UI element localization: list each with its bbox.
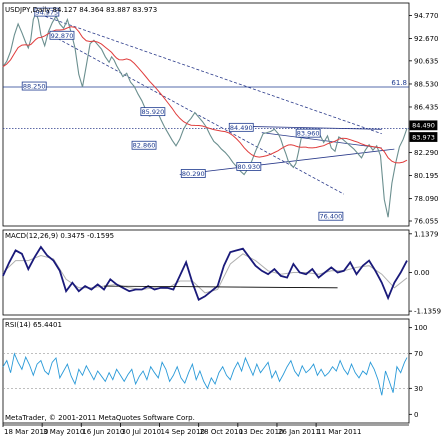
price-point-label-box	[228, 122, 254, 132]
price-point-label-box	[140, 107, 166, 117]
upper-channel-dashed-line	[35, 12, 382, 135]
price-point-label-box	[318, 211, 344, 221]
price-y-tick-label: 92.670	[414, 35, 439, 43]
current-price-tag	[409, 132, 438, 142]
current-price-tag	[409, 120, 438, 131]
price-point-label-box	[236, 162, 262, 171]
rsi-y-tick-label: 100	[414, 324, 427, 332]
x-tick-label: 3 May 2010	[43, 428, 84, 436]
macd-y-tick-label: -1.1359	[414, 308, 441, 316]
price-y-tick-label: 94.770	[414, 12, 439, 20]
x-tick-label: 14 Sep 2010	[161, 428, 205, 436]
price-point-label: 80.290	[182, 170, 205, 178]
price-point-label: 82.860	[133, 142, 156, 150]
lower-channel-dashed-line	[53, 35, 345, 195]
price-point-label-box	[49, 30, 75, 40]
price-y-tick-label: 90.635	[414, 57, 439, 65]
price-point-label: 85.920	[142, 108, 165, 116]
price-point-label-box	[131, 140, 157, 150]
price-point-label-box	[34, 7, 60, 17]
rsi-y-tick-label: 30	[414, 385, 423, 393]
watermark: MetaTrader, © 2001-2011 MetaQuotes Softw…	[5, 414, 195, 422]
price-y-tick-label: 82.290	[414, 149, 439, 157]
rsi-panel	[2, 318, 410, 424]
price-y-tick-label: 76.055	[414, 218, 439, 226]
rsi-y-tick-label: 70	[414, 350, 423, 358]
price-chart-title: USDJPY,Daily 84.127 84.364 83.887 83.973	[5, 6, 157, 14]
x-tick-label: 13 Dec 2010	[239, 428, 284, 436]
macd-main-line	[2, 245, 408, 301]
price-y-tick-label: 80.195	[414, 172, 439, 180]
rsi-y-tick-label: 0	[414, 411, 418, 419]
price-point-label: 92.870	[51, 32, 74, 40]
rsi-title: RSI(14) 65.4401	[5, 321, 62, 329]
price-point-label: 88.250	[23, 83, 46, 91]
price-point-label-box	[21, 81, 47, 91]
price-point-label: 80.930	[237, 163, 260, 171]
price-point-label: 84.490	[230, 124, 253, 132]
macd-y-tick-label: 1.1379	[414, 230, 439, 238]
macd-title: MACD(12,26,9) 0.3475 -0.1595	[5, 232, 114, 240]
price-point-label: 83.960	[297, 130, 320, 138]
macd-trendline	[103, 285, 338, 289]
fib-level-label: 61.8	[391, 79, 407, 87]
x-tick-label: 26 Jan 2011	[278, 428, 320, 436]
price-point-label-box	[180, 169, 206, 178]
x-tick-label: 11 Mar 2011	[317, 428, 361, 436]
price-y-tick-label: 86.435	[414, 103, 439, 111]
current-price-tag-label: 84.490	[412, 122, 435, 130]
macd-panel	[2, 229, 410, 316]
price-panel	[2, 2, 410, 227]
price-point-label: 94.975	[35, 9, 58, 17]
moving-average-line	[2, 26, 408, 164]
x-tick-label: 28 Oct 2010	[200, 428, 243, 436]
price-point-label: 76.400	[320, 213, 343, 221]
current-price-tag-label: 83.973	[412, 133, 435, 141]
lower-support-line	[179, 148, 395, 175]
macd-y-tick-label: 0.00	[414, 269, 430, 277]
price-y-tick-label: 78.090	[414, 195, 439, 203]
neckline-upper	[230, 125, 382, 130]
rsi-line	[2, 352, 408, 396]
price-y-tick-label: 88.530	[414, 80, 439, 88]
macd-signal-line	[2, 253, 408, 294]
price-point-label-box	[295, 128, 321, 138]
x-tick-label: 30 Jul 2010	[121, 428, 161, 436]
neckline-lower	[261, 132, 382, 149]
x-tick-label: 18 Mar 2010	[4, 428, 48, 436]
x-tick-label: 16 Jun 2010	[82, 428, 124, 436]
